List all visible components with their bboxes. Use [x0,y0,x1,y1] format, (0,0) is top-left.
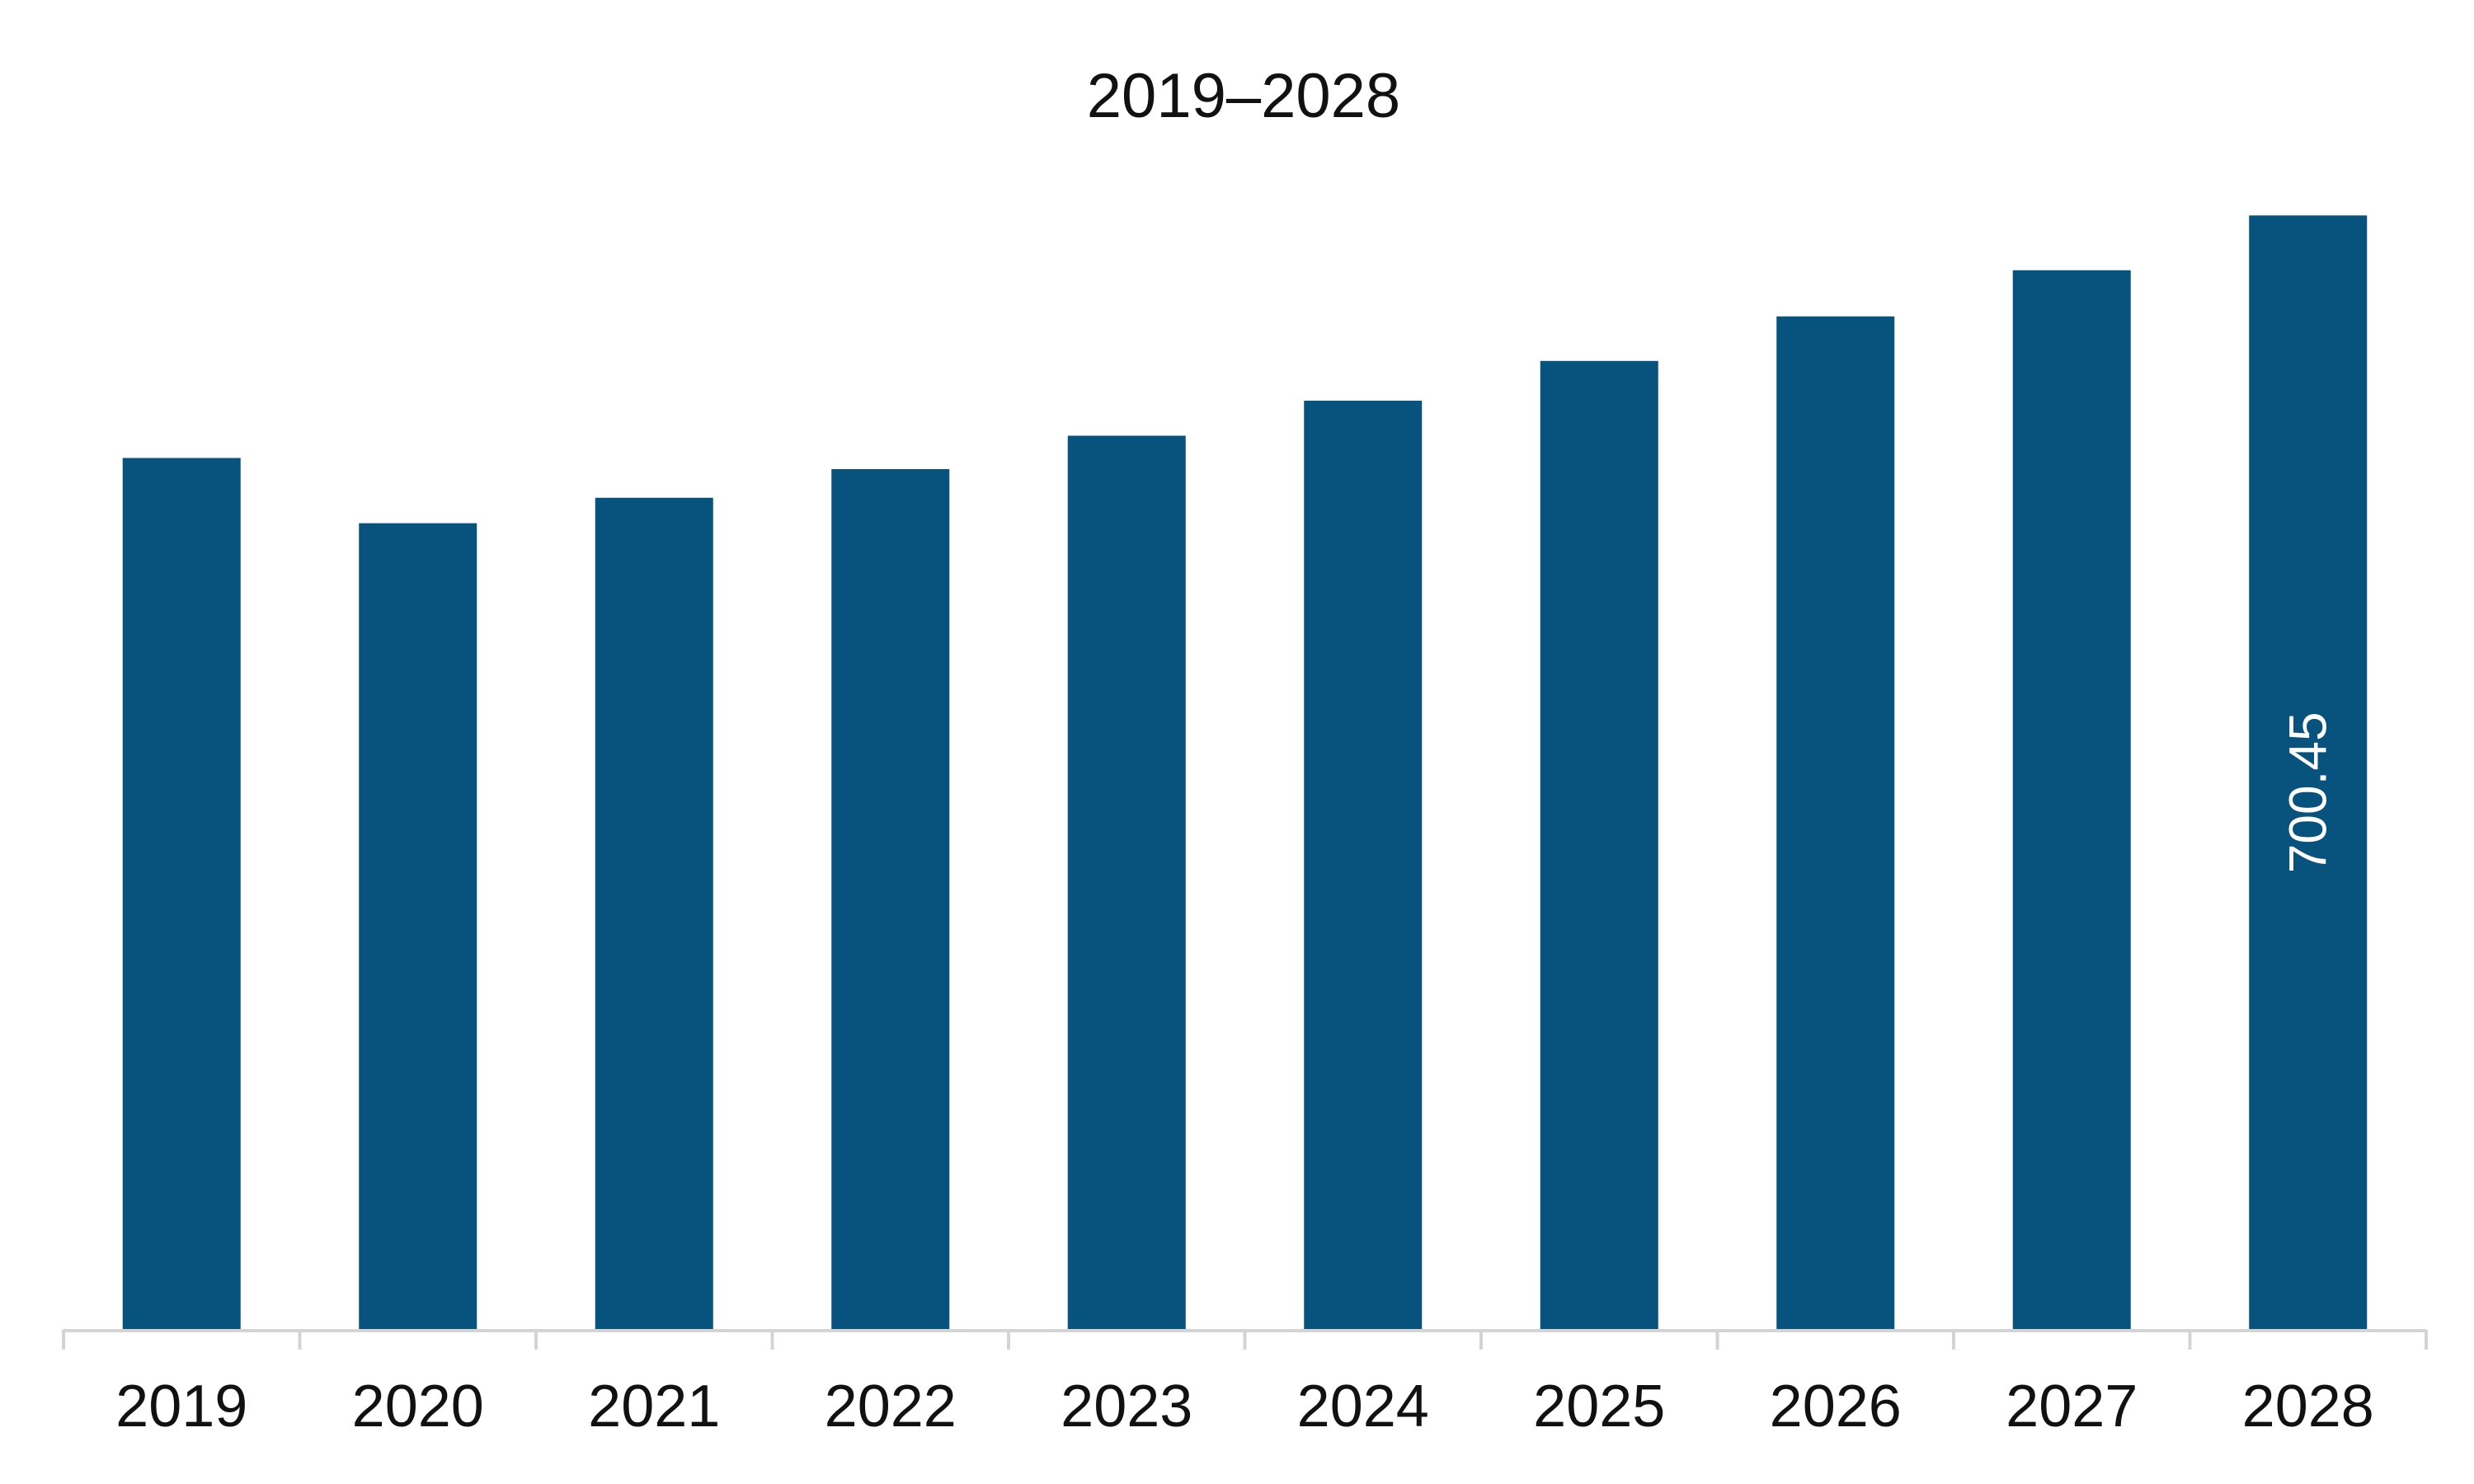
x-tick-label-2025: 2025 [1533,1374,1665,1439]
bar-2021 [595,497,713,1330]
bar-2020 [359,523,477,1330]
x-tick-label-2020: 2020 [352,1374,484,1439]
x-tick-label-2019: 2019 [115,1374,247,1439]
data-labels: 700.45 [2279,711,2338,873]
bar-2028 [2249,215,2368,1330]
bar-2019 [122,458,241,1331]
data-label-2028: 700.45 [2279,711,2338,873]
bar-2024 [1304,401,1423,1330]
x-tick-label-2022: 2022 [825,1374,957,1439]
bar-2025 [1540,360,1658,1331]
bar-2023 [1067,435,1186,1330]
bars [122,215,2368,1331]
x-axis [62,1329,2428,1350]
bar-2027 [2012,270,2131,1330]
x-tick-label-2028: 2028 [2242,1374,2374,1439]
x-tick-labels: 2019 2020 2021 2022 2023 2024 2025 2026 2027 2028 [115,1374,2374,1439]
x-tick-label-2024: 2024 [1297,1374,1429,1439]
bar-2022 [831,469,950,1330]
bar-2026 [1776,316,1895,1330]
x-tick-label-2027: 2027 [2006,1374,2138,1439]
x-tick-label-2023: 2023 [1061,1374,1192,1439]
x-tick-label-2021: 2021 [588,1374,720,1439]
x-tick-label-2026: 2026 [1770,1374,1902,1439]
chart-title: 2019–2028 [1087,61,1400,131]
